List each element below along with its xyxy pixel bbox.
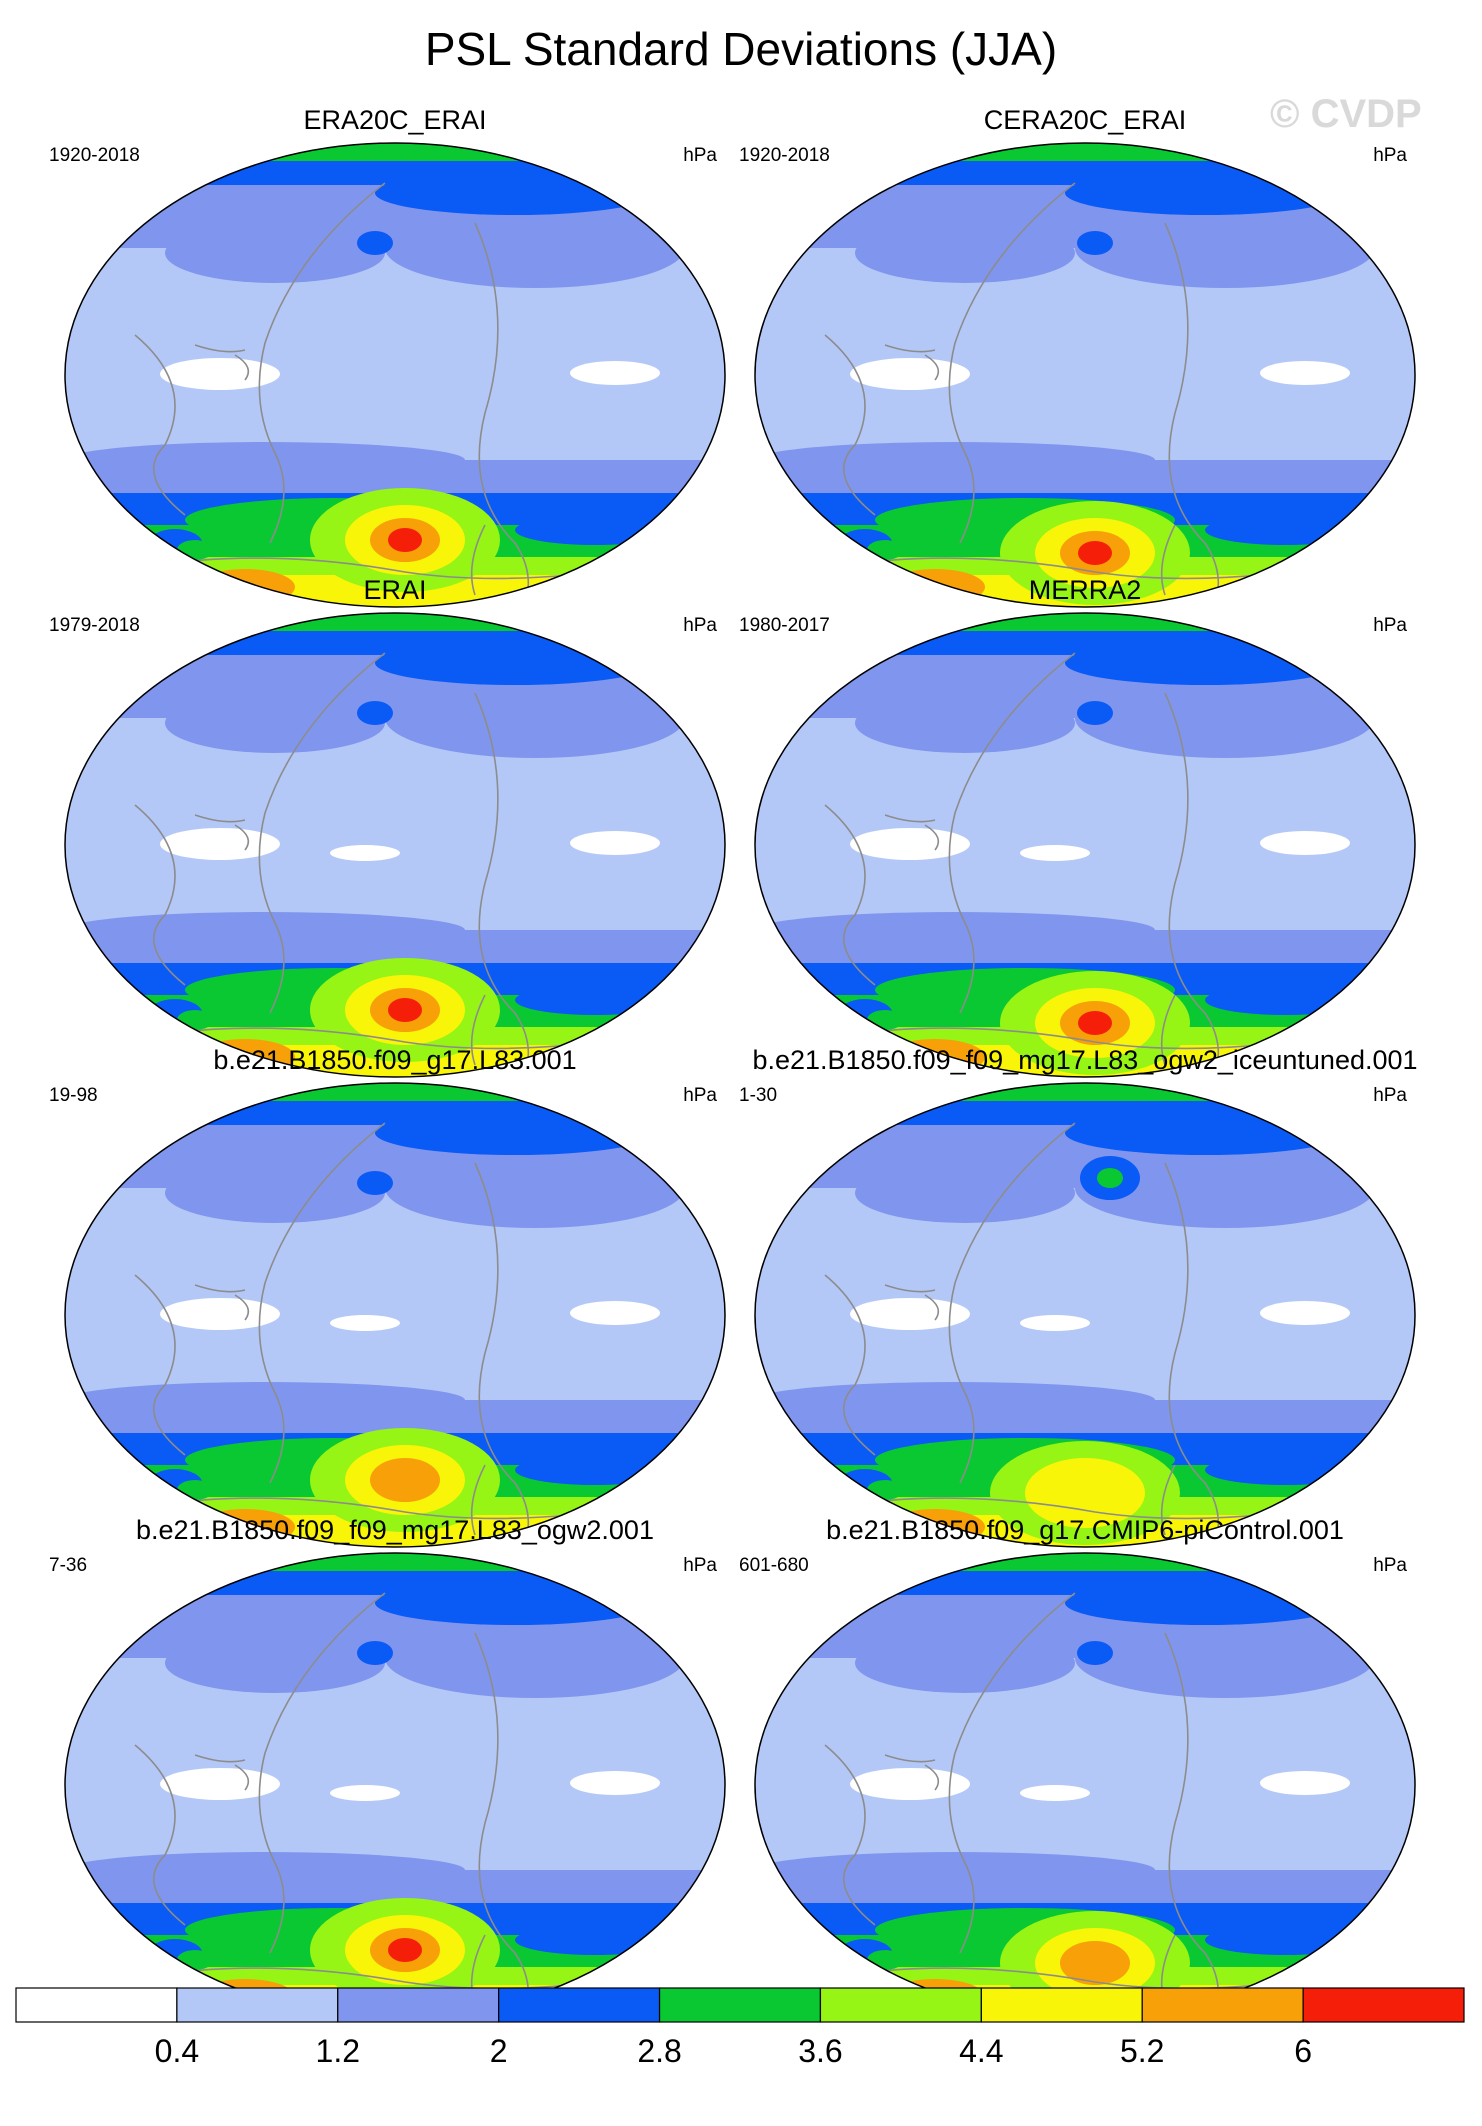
colorbar-box — [176, 1987, 339, 2023]
colorbar-box — [819, 1987, 982, 2023]
colorbar-box — [1141, 1987, 1304, 2023]
panel-units: hPa — [1373, 615, 1407, 636]
colorbar-tick-label: 0.4 — [155, 2033, 199, 2069]
colorbar-box — [980, 1987, 1143, 2023]
colorbar: 0.4 1.2 2 2.8 3.6 4.4 5.2 6 — [15, 1987, 1465, 2069]
colorbar-box — [337, 1987, 500, 2023]
panel-period: 1920-2018 — [49, 145, 140, 166]
colorbar-tick-label: 4.4 — [959, 2033, 1003, 2069]
panel-period: 1980-2017 — [739, 615, 830, 636]
panel-title: CERA20C_ERAI — [984, 105, 1187, 135]
panel-units: hPa — [683, 145, 717, 166]
colorbar-box — [15, 1987, 178, 2023]
panel-title: b.e21.B1850.f09_g17.L83.001 — [213, 1045, 576, 1075]
colorbar-tick-label: 2 — [490, 2033, 508, 2069]
panel-units: hPa — [683, 1555, 717, 1576]
panel-title: b.e21.B1850.f09_g17.CMIP6-piControl.001 — [826, 1515, 1344, 1545]
map-panel — [64, 142, 726, 608]
colorbar-box — [658, 1987, 822, 2023]
panel-title: ERA20C_ERAI — [303, 105, 486, 135]
panel-period: 1-30 — [739, 1085, 777, 1106]
panel-units: hPa — [683, 1085, 717, 1106]
map-panel — [754, 612, 1416, 1078]
colorbar-tick-label: 3.6 — [798, 2033, 842, 2069]
panel-units: hPa — [1373, 1555, 1407, 1576]
watermark: © CVDP — [1270, 92, 1422, 136]
panel-period: 601-680 — [739, 1555, 809, 1576]
panel-title: ERAI — [363, 575, 426, 605]
panel-period: 19-98 — [49, 1085, 98, 1106]
panel-period: 7-36 — [49, 1555, 87, 1576]
colorbar-tick-label: 6 — [1294, 2033, 1312, 2069]
colorbar-box — [1302, 1987, 1465, 2023]
map-panel — [754, 1552, 1416, 2018]
panel-units: hPa — [1373, 1085, 1407, 1106]
figure-title: PSL Standard Deviations (JJA) — [424, 23, 1058, 75]
panel-period: 1920-2018 — [739, 145, 830, 166]
map-panel — [64, 612, 726, 1078]
map-panel — [64, 1082, 726, 1548]
panel-period: 1979-2018 — [49, 615, 140, 636]
colorbar-tick-label: 1.2 — [316, 2033, 360, 2069]
map-panel — [754, 142, 1416, 608]
panel-units: hPa — [683, 615, 717, 636]
panel-title: b.e21.B1850.f09_f09_mg17.L83_ogw2.001 — [136, 1515, 654, 1545]
panel-title: b.e21.B1850.f09_f09_mg17.L83_ogw2_iceunt… — [752, 1045, 1417, 1075]
colorbar-tick-label: 2.8 — [637, 2033, 681, 2069]
panel-title: MERRA2 — [1029, 575, 1142, 605]
colorbar-box — [498, 1987, 661, 2023]
map-panel — [754, 1082, 1416, 1548]
colorbar-tick-label: 5.2 — [1120, 2033, 1164, 2069]
panel-units: hPa — [1373, 145, 1407, 166]
map-panel — [64, 1552, 726, 2018]
